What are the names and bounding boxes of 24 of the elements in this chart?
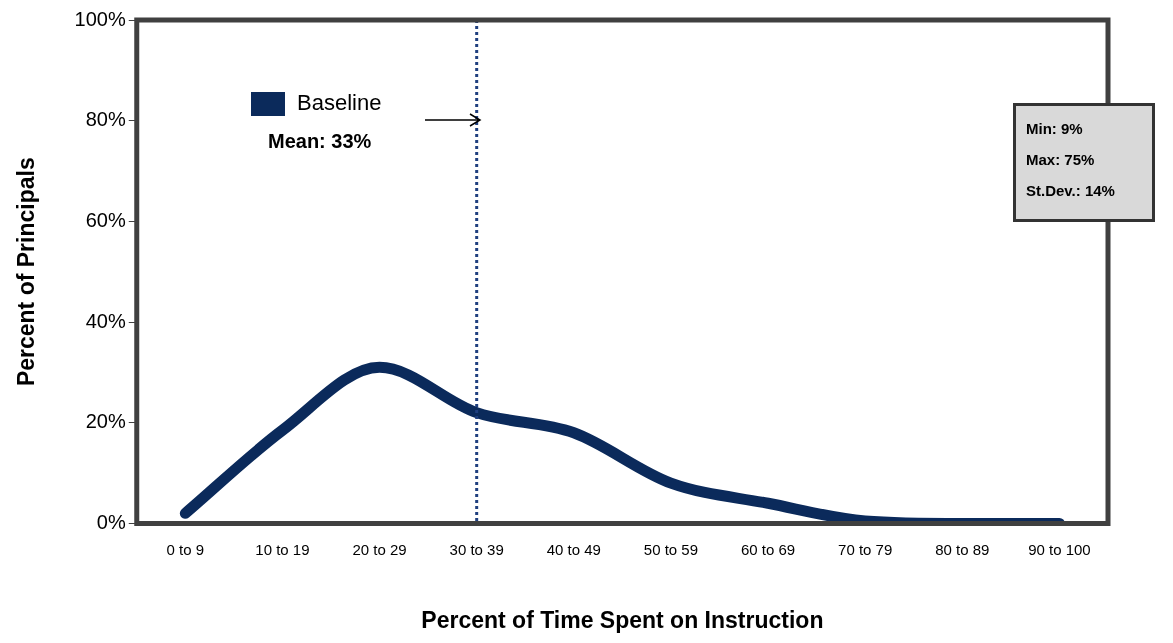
x-tick-label: 0 to 9	[166, 540, 205, 558]
y-tick-label: 80%	[85, 108, 126, 131]
x-tick-label: 20 to 29	[352, 540, 407, 558]
x-tick-label: 40 to 49	[546, 540, 601, 558]
x-tick-label: 90 to 100	[1028, 540, 1091, 558]
y-tick-label: 100%	[74, 7, 126, 30]
stats-box: Min: 9% Max: 75% St.Dev.: 14%	[1013, 103, 1155, 222]
x-axis-title: Percent of Time Spent on Instruction	[421, 606, 824, 633]
y-axis-title: Percent of Principals	[13, 157, 40, 387]
x-tick-label: 80 to 89	[935, 540, 990, 558]
x-tick-label: 30 to 39	[449, 540, 504, 558]
legend-label: Baseline	[297, 90, 382, 116]
annotation: St.Dev.: 14%	[1026, 182, 1116, 199]
x-tick-label: 70 to 79	[838, 540, 893, 558]
y-tick-label: 0%	[96, 510, 126, 533]
x-tick-label: 60 to 69	[740, 540, 796, 558]
y-tick-label: 20%	[85, 410, 126, 433]
annotation: Mean: 33%	[268, 129, 372, 152]
x-tick-label: 50 to 59	[643, 540, 699, 558]
y-tick-label: 40%	[85, 309, 126, 332]
y-tick-label: 60%	[85, 208, 126, 231]
x-tick-label: 10 to 19	[255, 540, 310, 558]
annotation: Min: 9%	[1026, 120, 1084, 137]
annotation: Max: 75%	[1026, 151, 1096, 168]
